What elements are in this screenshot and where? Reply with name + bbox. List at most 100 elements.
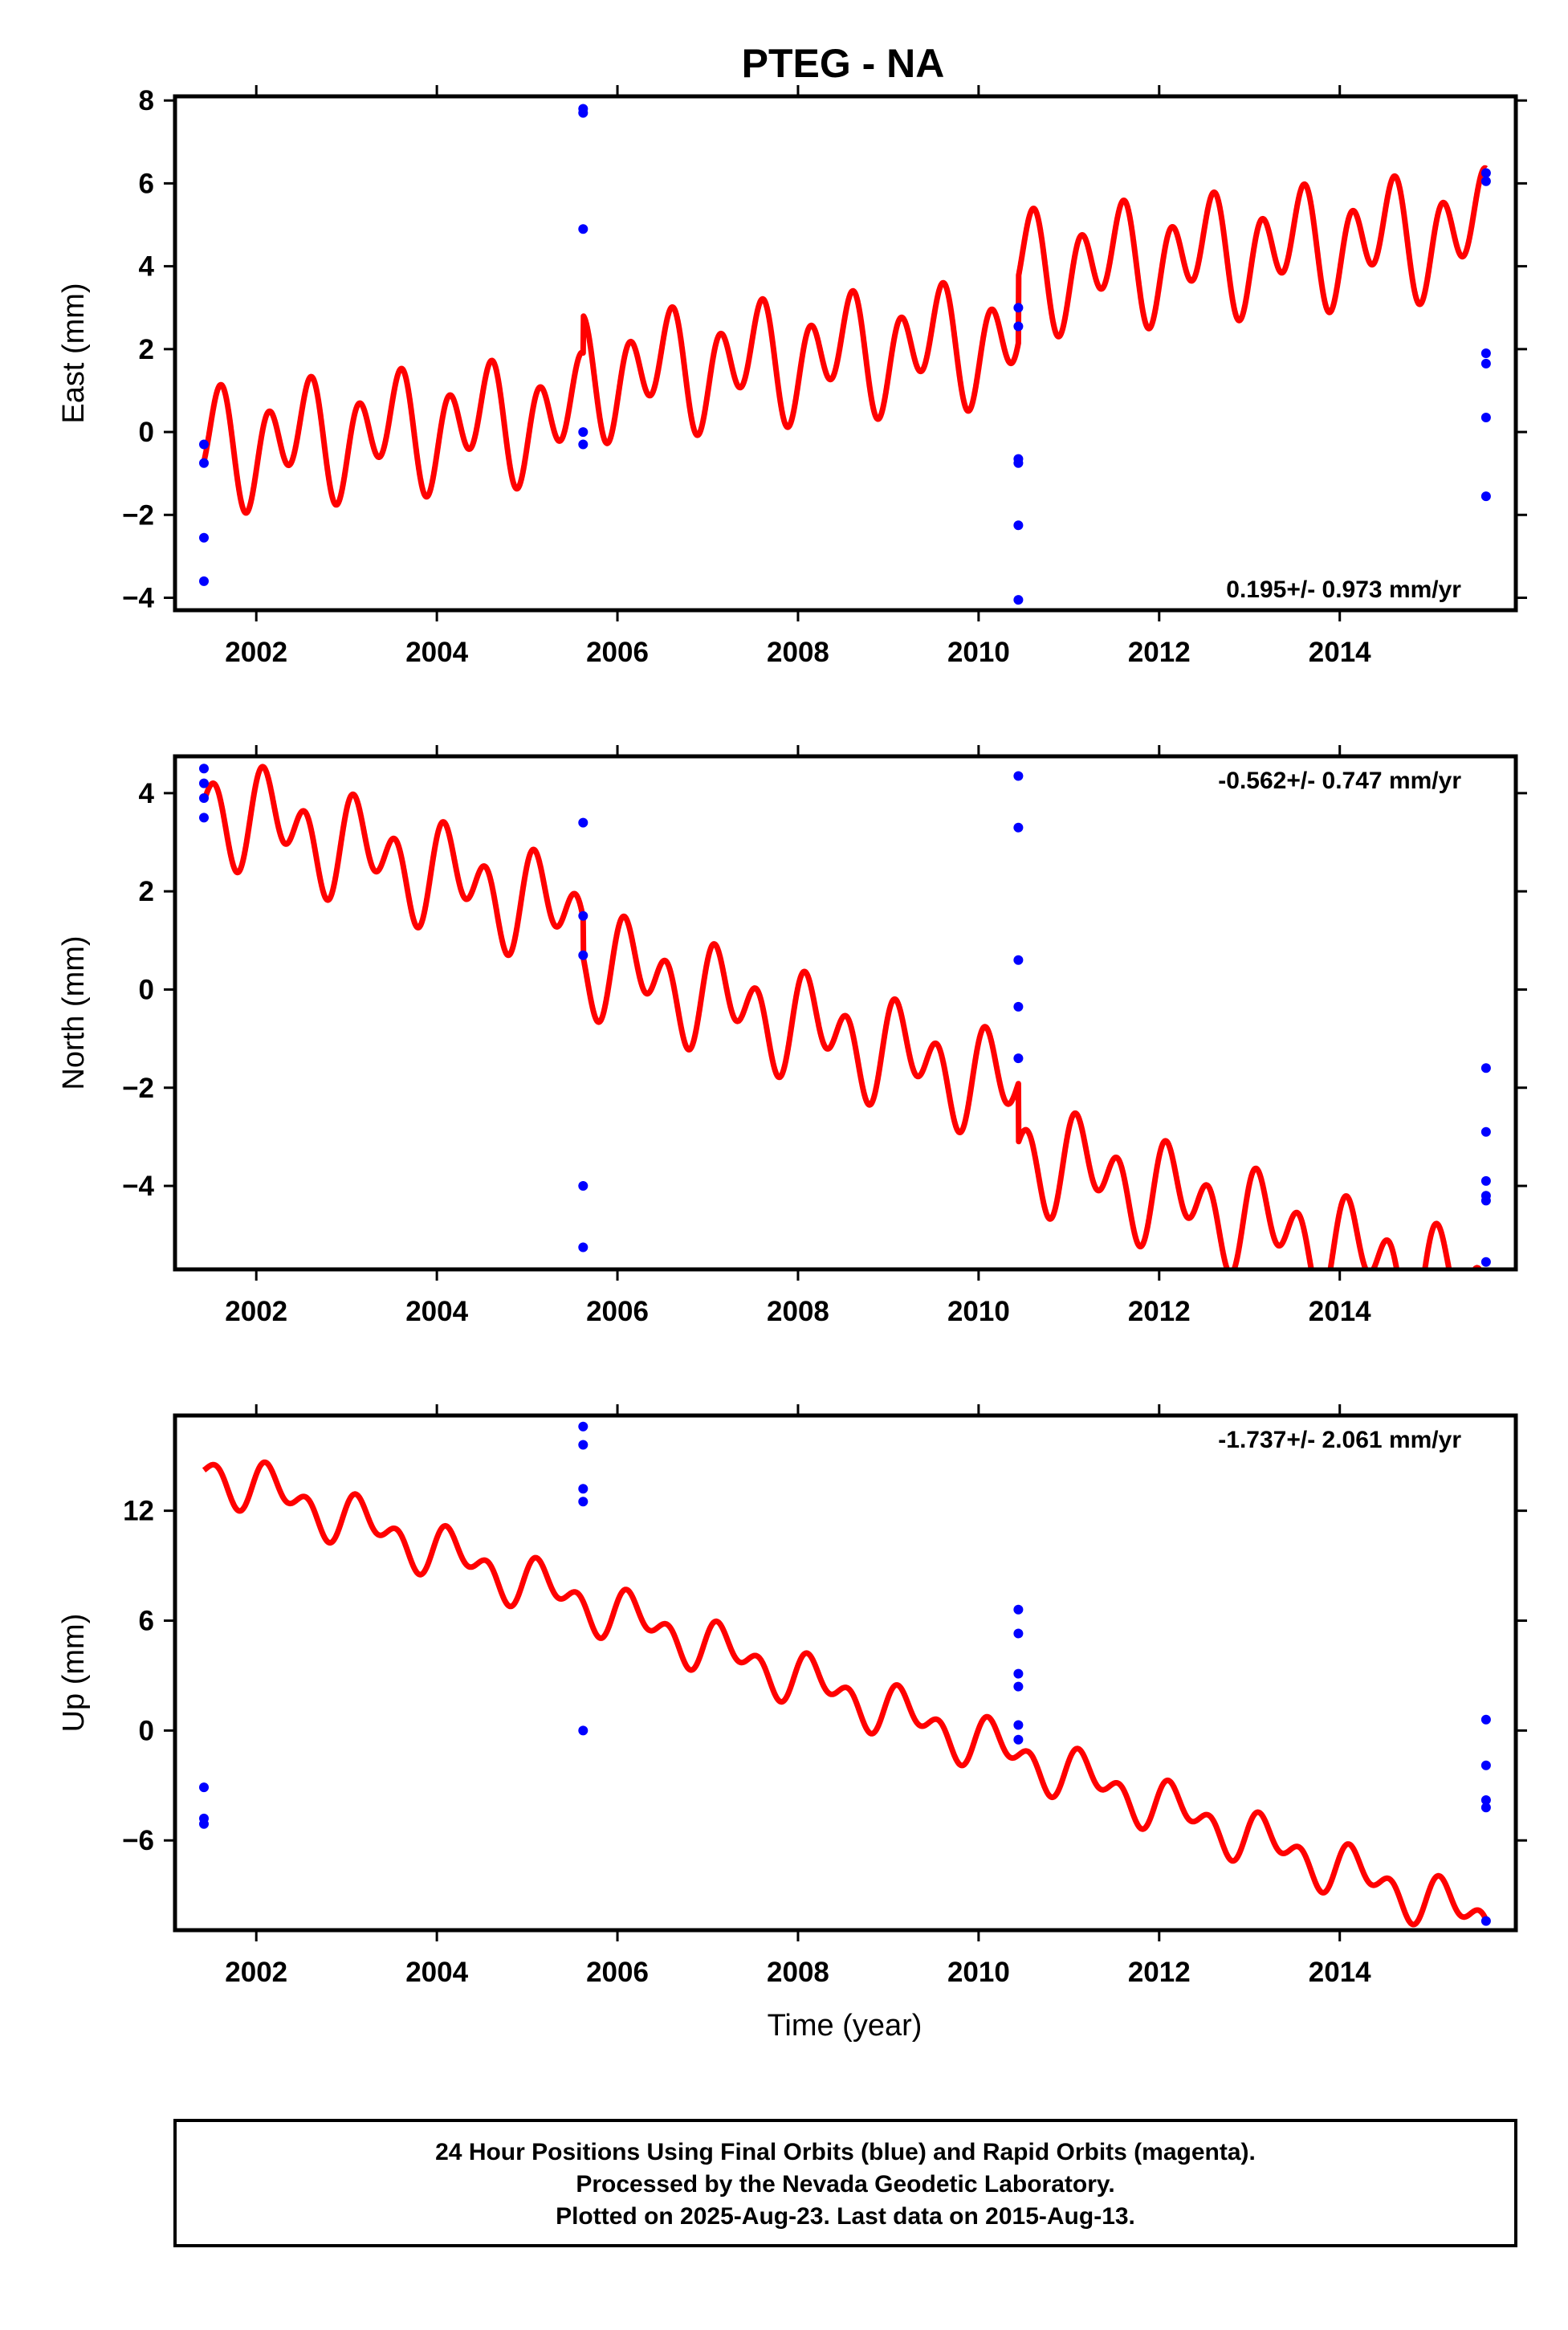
x-tick-label: 2006 [586, 1296, 649, 1327]
model-fit-line [201, 165, 1489, 516]
x-tick-label: 2004 [405, 637, 468, 668]
north-panel: 2002 2004 2006 2008 2010 2012 2014 −4 −2 0 2 4 North… [57, 745, 1527, 1327]
x-tick-label: 2002 [225, 1296, 287, 1327]
footer-box: 24 Hour Positions Using Final Orbits (bl… [173, 2119, 1517, 2247]
up-panel: 2002 2004 2006 2008 2010 2012 2014 −6 0 6 12 Up (mm… [57, 1404, 1527, 1988]
data-point [1480, 176, 1491, 186]
data-point [1013, 955, 1024, 965]
data-point [1013, 1628, 1024, 1639]
data-point [578, 1421, 589, 1432]
data-point [1480, 1802, 1491, 1813]
data-point [199, 439, 209, 450]
x-tick-label: 2002 [225, 1957, 287, 1988]
y-tick-label: 6 [139, 1605, 154, 1636]
data-point [578, 1497, 589, 1507]
data-point [1013, 1720, 1024, 1730]
data-point [1013, 595, 1024, 605]
east-panel: 2002 2004 2006 2008 2010 2012 2014 −4 −2 0 2 4 6 8 Eas… [57, 85, 1527, 668]
y-tick-label: −6 [122, 1825, 154, 1856]
x-tick-label: 2008 [767, 637, 829, 668]
x-tick-label: 2010 [947, 1957, 1010, 1988]
plot-frame [173, 94, 1518, 613]
data-point [1480, 358, 1491, 369]
data-point [578, 1181, 589, 1191]
y-tick-label: 2 [139, 876, 154, 907]
footer-line-2: Processed by the Nevada Geodetic Laborat… [576, 2171, 1114, 2198]
data-point [1013, 1668, 1024, 1679]
data-point [199, 532, 209, 543]
x-tick-label: 2004 [405, 1296, 468, 1327]
footer-frame [173, 2119, 1517, 2247]
x-tick-label: 2002 [225, 637, 287, 668]
data-point [1480, 413, 1491, 422]
data-point [1480, 348, 1491, 358]
chart-title: PTEG - NA [742, 41, 945, 86]
x-tick-label: 2010 [947, 1296, 1010, 1327]
data-point [578, 1725, 589, 1736]
data-point [1480, 1175, 1491, 1186]
x-tick-label: 2004 [405, 1957, 468, 1988]
velocity-label: -0.562+/- 0.747 mm/yr [1218, 768, 1461, 794]
data-point [1013, 1681, 1024, 1692]
velocity-label: 0.195+/- 0.973 mm/yr [1226, 576, 1461, 603]
data-point [1013, 1001, 1024, 1012]
data-point [1013, 303, 1024, 313]
x-tick-label: 2012 [1128, 1957, 1191, 1988]
data-point [199, 1782, 209, 1793]
data-point [578, 439, 589, 450]
data-point [1480, 1126, 1491, 1137]
data-point [199, 1819, 209, 1829]
data-point [1480, 1063, 1491, 1073]
y-tick-label: 0 [139, 1715, 154, 1746]
data-point [1480, 1760, 1491, 1770]
y-tick-label: 4 [139, 251, 155, 283]
model-fit-line [201, 1459, 1489, 1928]
data-point [199, 793, 209, 803]
y-axis-title: East (mm) [57, 283, 91, 423]
data-point [199, 458, 209, 468]
data-point [578, 817, 589, 828]
velocity-label: -1.737+/- 2.061 mm/yr [1218, 1427, 1461, 1453]
x-tick-label: 2006 [586, 1957, 649, 1988]
data-point [1013, 771, 1024, 781]
y-tick-label: −2 [122, 1073, 154, 1104]
y-tick-label: 12 [123, 1496, 154, 1527]
data-point [578, 108, 589, 118]
footer-line-3: Plotted on 2025-Aug-23. Last data on 201… [556, 2203, 1135, 2230]
x-tick-label: 2014 [1309, 1957, 1371, 1988]
data-point [1013, 1053, 1024, 1064]
data-point [1480, 1196, 1491, 1206]
data-point [578, 427, 589, 438]
y-axis-title: Up (mm) [57, 1614, 91, 1733]
y-tick-label: −2 [122, 499, 154, 531]
x-tick-label: 2012 [1128, 1296, 1191, 1327]
x-tick-label: 2008 [767, 1296, 829, 1327]
data-point [578, 1484, 589, 1494]
data-point [199, 778, 209, 788]
data-point [1480, 168, 1491, 178]
data-point [578, 1440, 589, 1450]
plot-frame [173, 1413, 1518, 1933]
data-point [1480, 1795, 1491, 1805]
data-point [578, 910, 589, 921]
x-tick-label: 2014 [1309, 637, 1371, 668]
data-point [1013, 520, 1024, 531]
data-point [1480, 1916, 1491, 1926]
data-point [1013, 321, 1024, 332]
data-point [1013, 1604, 1024, 1615]
data-point [1480, 1257, 1491, 1267]
y-tick-label: 0 [139, 974, 154, 1005]
data-point [1480, 1714, 1491, 1725]
footer-line-1: 24 Hour Positions Using Final Orbits (bl… [435, 2139, 1256, 2165]
y-axis-title: North (mm) [57, 935, 91, 1090]
data-point [1480, 491, 1491, 502]
x-tick-label: 2008 [767, 1957, 829, 1988]
data-point [578, 950, 589, 960]
data-point [1013, 1734, 1024, 1745]
x-tick-label: 2006 [586, 637, 649, 668]
y-tick-label: −4 [122, 583, 154, 614]
y-tick-label: −4 [122, 1171, 154, 1202]
x-tick-label: 2010 [947, 637, 1010, 668]
x-tick-label: 2014 [1309, 1296, 1371, 1327]
